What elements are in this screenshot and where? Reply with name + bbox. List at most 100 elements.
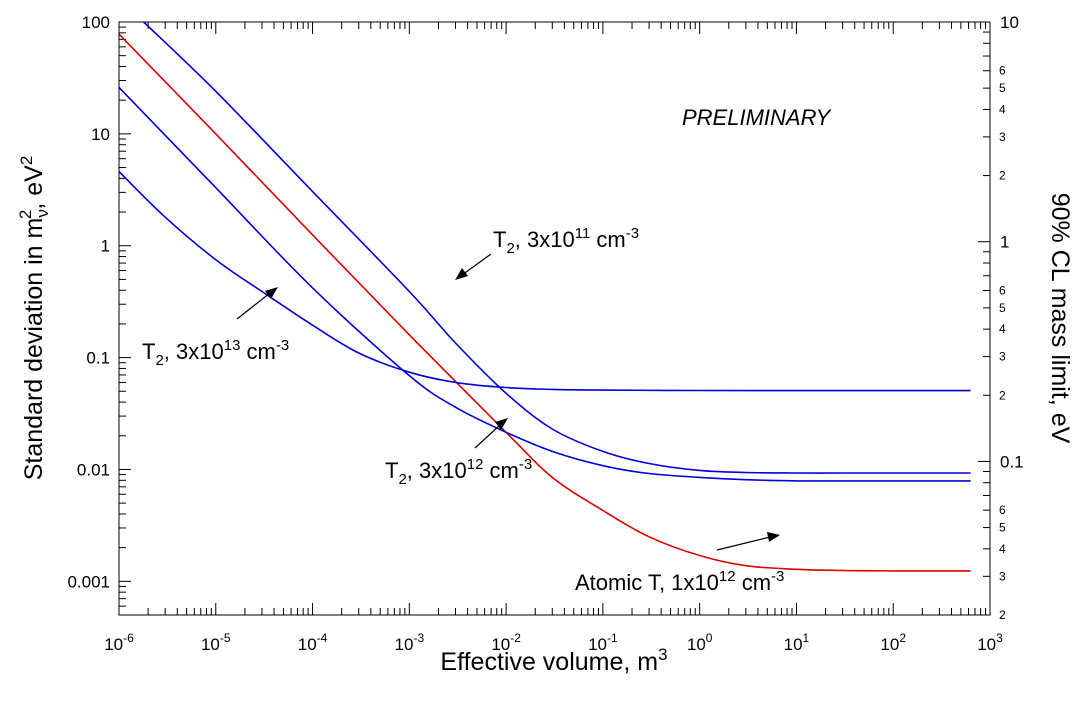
series-label-part: 2 bbox=[506, 240, 514, 257]
arrow-t2-3e13 bbox=[236, 287, 278, 320]
y2-minor-tick-label: 3 bbox=[999, 350, 1006, 364]
series-label-part: -3 bbox=[771, 568, 784, 585]
arrow-atomic-t bbox=[716, 532, 780, 551]
series-label-part: -3 bbox=[519, 456, 532, 473]
series-label-part: 12 bbox=[467, 456, 484, 473]
x-tick-label-exp: -6 bbox=[123, 631, 134, 645]
series-label-atomic-t: Atomic T, 1x1012 cm-3 bbox=[575, 568, 784, 595]
series-label-part: -3 bbox=[276, 337, 289, 354]
y-tick-label: 0.01 bbox=[77, 460, 110, 479]
y2-minor-tick-label: 5 bbox=[999, 81, 1006, 95]
y-tick-label: 0.001 bbox=[67, 572, 110, 591]
x-tick-label: 10-3 bbox=[395, 631, 425, 654]
series-label-part: cm bbox=[240, 339, 275, 364]
y2-axis-title: 90% CL mass limit, eV bbox=[1046, 193, 1074, 444]
y2-minor-tick-label: 6 bbox=[999, 64, 1006, 78]
series-label-part: , 3x10 bbox=[515, 227, 575, 252]
y2-minor-tick-label: 6 bbox=[999, 283, 1006, 297]
series-label-part: Atomic T, 1x10 bbox=[575, 570, 719, 595]
y-tick-label: 0.1 bbox=[86, 349, 110, 368]
x-tick-label-base: 10 bbox=[687, 635, 706, 654]
preliminary-annotation: PRELIMINARY bbox=[682, 105, 832, 130]
x-tick-label-base: 10 bbox=[395, 635, 414, 654]
svg-text:Atomic T, 1x1012 cm-3: Atomic T, 1x1012 cm-3 bbox=[575, 568, 784, 595]
x-tick-label: 10-5 bbox=[201, 631, 231, 654]
x-tick-label-exp: -3 bbox=[413, 631, 424, 645]
series-label-part: 11 bbox=[575, 225, 591, 242]
x-tick-label: 100 bbox=[687, 631, 713, 654]
x-tick-label-base: 10 bbox=[977, 635, 996, 654]
svg-text:T2, 3x1011 cm-3: T2, 3x1011 cm-3 bbox=[493, 225, 639, 257]
x-axis-title: Effective volume, m3 bbox=[440, 645, 667, 676]
x-tick-label-exp: -1 bbox=[607, 631, 618, 645]
x-tick-label-exp: 0 bbox=[706, 631, 713, 645]
series-label-part: cm bbox=[590, 227, 625, 252]
series-label-t2-3e11: T2, 3x1011 cm-3 bbox=[493, 225, 639, 257]
y2-minor-tick-label: 3 bbox=[999, 130, 1006, 144]
x-tick-label: 101 bbox=[784, 631, 810, 654]
series-label-part: cm bbox=[736, 570, 771, 595]
x-tick-label-base: 10 bbox=[201, 635, 220, 654]
curve-atomic-t bbox=[118, 33, 971, 572]
x-axis-title-text: Effective volume, m bbox=[440, 648, 658, 676]
y-axis-title-unit: , eV bbox=[20, 165, 48, 210]
y2-minor-tick-label: 2 bbox=[999, 169, 1006, 183]
x-tick-label-base: 10 bbox=[784, 635, 803, 654]
x-tick-label: 103 bbox=[977, 631, 1003, 654]
series-label-part: 2 bbox=[155, 352, 163, 369]
y2-minor-tick-label: 4 bbox=[999, 102, 1006, 116]
series-label-t2-3e13: T2, 3x1013 cm-3 bbox=[142, 337, 289, 369]
svg-text:T2, 3x1012 cm-3: T2, 3x1012 cm-3 bbox=[385, 456, 532, 488]
series-label-part: T bbox=[385, 458, 398, 483]
y2-minor-tick-label: 4 bbox=[999, 542, 1006, 556]
x-tick-label-exp: 1 bbox=[803, 631, 810, 645]
y2-minor-tick-label: 5 bbox=[999, 521, 1006, 535]
curve-t2-3e11 bbox=[143, 21, 971, 474]
y2-minor-tick-label: 4 bbox=[999, 322, 1006, 336]
series-label-part: 12 bbox=[719, 568, 736, 585]
y2-tick-label: 10 bbox=[1000, 13, 1019, 32]
curve-t2-3e13 bbox=[118, 171, 971, 392]
y-axis-title-unit-sup: 2 bbox=[17, 156, 36, 165]
series-label-part: cm bbox=[483, 458, 518, 483]
x-tick-label-base: 10 bbox=[491, 635, 510, 654]
x-tick-label-base: 10 bbox=[104, 635, 123, 654]
curve-t2-3e12 bbox=[118, 86, 971, 482]
y2-minor-tick-label: 3 bbox=[999, 569, 1006, 583]
series-label-part: 13 bbox=[224, 337, 241, 354]
y2-minor-tick-label: 2 bbox=[999, 388, 1006, 402]
x-tick-label-base: 10 bbox=[588, 635, 607, 654]
x-tick-label: 10-6 bbox=[104, 631, 134, 654]
series-label-part: T bbox=[493, 227, 506, 252]
series-label-t2-3e12: T2, 3x1012 cm-3 bbox=[385, 456, 532, 488]
x-tick-label-exp: -4 bbox=[317, 631, 328, 645]
series-label-part: T bbox=[142, 339, 155, 364]
x-tick-label-base: 10 bbox=[880, 635, 899, 654]
ticks-layer bbox=[118, 21, 991, 616]
x-tick-label: 10-4 bbox=[298, 631, 328, 654]
arrow-t2-3e12 bbox=[474, 418, 508, 449]
y-axis-title: Standard deviation in mν2, eV2 bbox=[16, 156, 52, 481]
y-axis-title-sub: ν bbox=[33, 209, 52, 218]
y-tick-label: 10 bbox=[91, 125, 110, 144]
y2-tick-label: 0.1 bbox=[1000, 452, 1024, 471]
y-axis-title-sup: 2 bbox=[16, 210, 35, 219]
x-axis-title-sup: 3 bbox=[658, 645, 667, 664]
x-tick-label: 102 bbox=[880, 631, 906, 654]
y2-minor-tick-label: 5 bbox=[999, 301, 1006, 315]
y-axis-title-text: Standard deviation in m bbox=[20, 218, 48, 481]
y-tick-label: 100 bbox=[82, 13, 110, 32]
x-tick-label-exp: -2 bbox=[510, 631, 521, 645]
y2-minor-tick-label: 6 bbox=[999, 503, 1006, 517]
y-tick-label: 1 bbox=[101, 237, 110, 256]
x-tick-label-exp: 2 bbox=[899, 631, 906, 645]
series-label-part: -3 bbox=[626, 225, 639, 242]
x-tick-label: 10-2 bbox=[491, 631, 521, 654]
tick-labels-layer: 10-6 10-5 10-4 10-3 10-2 10-1 100 101 102 1031001… bbox=[67, 13, 1023, 654]
arrow-t2-3e11 bbox=[455, 253, 492, 280]
series-label-part: 2 bbox=[398, 471, 406, 488]
x-tick-label-exp: 3 bbox=[996, 631, 1003, 645]
svg-text:T2, 3x1013 cm-3: T2, 3x1013 cm-3 bbox=[142, 337, 289, 369]
plot-frame bbox=[118, 21, 991, 616]
